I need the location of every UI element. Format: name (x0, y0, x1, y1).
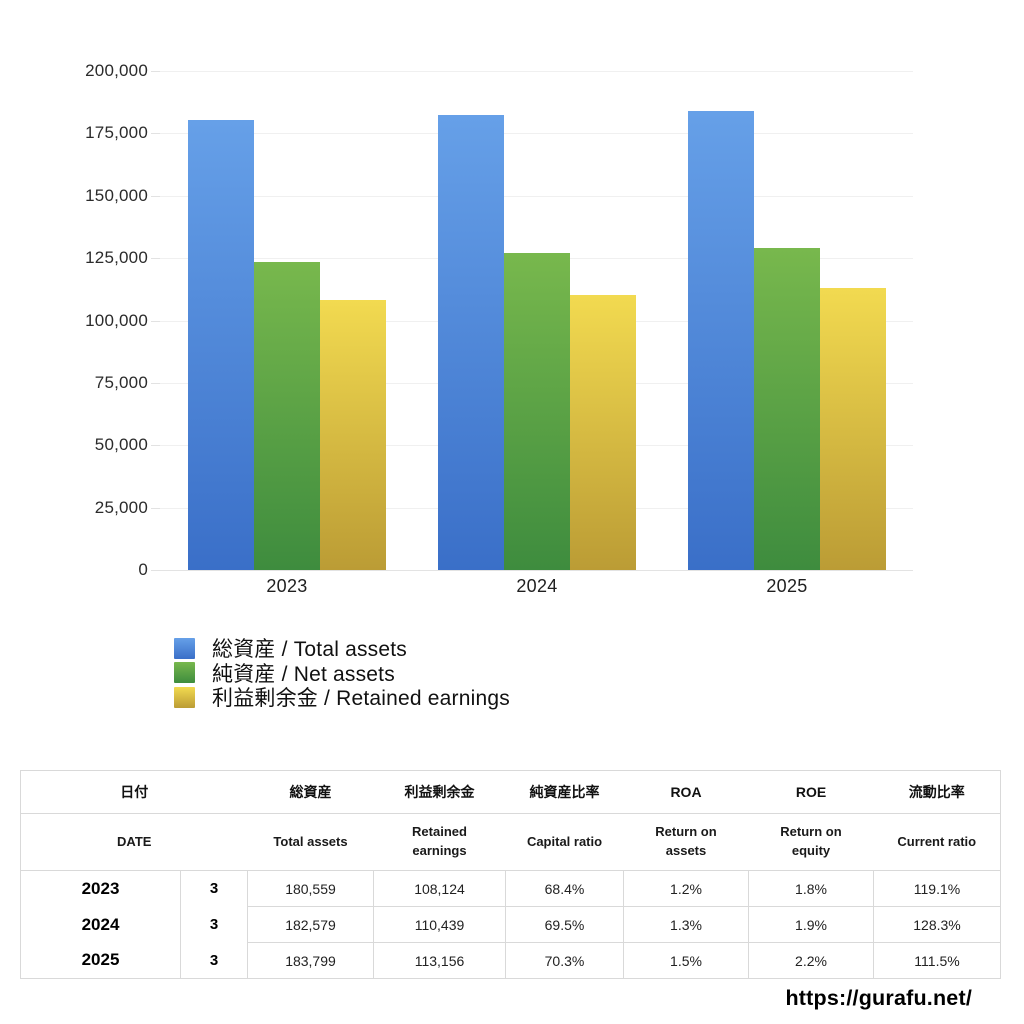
cell-roa: 1.2% (623, 870, 749, 907)
legend-label: 総資産 / Total assets (212, 638, 407, 662)
site-url-watermark: https://gurafu.net/ (785, 986, 972, 1010)
table-header: 日付 総資産 利益剰余金 純資産比率 ROA ROE 流動比率 DATE Total asset… (20, 770, 1001, 871)
financial-table-wrap: 日付 総資産 利益剰余金 純資産比率 ROA ROE 流動比率 DATE Total asset… (20, 770, 1001, 979)
header-en-current-ratio: Current ratio (873, 813, 1001, 871)
cell-month: 3 (180, 906, 248, 943)
gridline-0 (160, 570, 913, 571)
header-jp-date: 日付 (20, 770, 248, 814)
axis-tick (151, 195, 160, 197)
bar-total-assets-2023 (188, 119, 254, 570)
cell-roa: 1.3% (623, 906, 749, 943)
header-en-capital-ratio: Capital ratio (505, 813, 624, 871)
header-en-retained-earnings: Retained earnings (373, 813, 506, 871)
bar-net-assets-2023 (254, 261, 320, 570)
gridline-200000 (160, 71, 913, 72)
legend-item-retained-earnings: 利益剰余金 / Retained earnings (174, 685, 510, 710)
table-header-row: DATE Total assets Retained earnings Capital… (20, 813, 1001, 871)
financial-table: 日付 総資産 利益剰余金 純資産比率 ROA ROE 流動比率 DATE Total asset… (20, 770, 1001, 979)
cell-year: 2024 (81, 914, 120, 934)
axis-tick (151, 320, 160, 322)
axis-tick (151, 258, 160, 260)
x-axis-category-label: 2023 (266, 576, 308, 596)
cell-capital-ratio: 70.3% (505, 942, 624, 979)
bar-retained-earnings-2023 (320, 300, 386, 570)
header-en-date: DATE (20, 813, 248, 871)
cell-month: 3 (180, 942, 248, 979)
y-axis-tick-label: 200,000 (85, 61, 148, 80)
cell-roe: 1.9% (748, 906, 874, 943)
legend-label: 純資産 / Net assets (212, 662, 395, 686)
axis-tick (151, 133, 160, 135)
bar-retained-earnings-2025 (820, 287, 886, 570)
cell-current-ratio: 128.3% (873, 906, 1001, 943)
bar-net-assets-2025 (754, 247, 820, 570)
axis-tick (151, 382, 160, 384)
y-axis-tick-label: 100,000 (85, 310, 148, 330)
bar-retained-earnings-2024 (570, 294, 636, 570)
axis-tick (151, 445, 160, 447)
table-row-2024: 2024 3 182,579 110,439 69.5% 1.3% 1.9% 128.3% (21, 906, 1001, 943)
bar-total-assets-2024 (438, 114, 504, 570)
header-jp-roe: ROE (748, 770, 874, 814)
cell-roe: 1.8% (748, 870, 874, 907)
cell-year: 2023 (81, 878, 120, 898)
table-header-row: 日付 総資産 利益剰余金 純資産比率 ROA ROE 流動比率 (20, 770, 1001, 814)
cell-capital-ratio: 69.5% (505, 906, 624, 943)
y-axis-tick-label: 50,000 (94, 435, 148, 455)
cell-total-assets: 182,579 (247, 906, 374, 943)
axis-tick (151, 507, 160, 509)
cell-total-assets: 180,559 (247, 870, 374, 907)
cell-roa: 1.5% (623, 942, 749, 979)
y-axis-tick-label: 150,000 (85, 185, 148, 205)
header-en-total-assets: Total assets (247, 813, 374, 871)
header-en-roa: Return on assets (623, 813, 749, 871)
header-jp-total-assets: 総資産 (247, 770, 374, 814)
header-jp-retained-earnings: 利益剰余金 (373, 770, 506, 814)
axis-tick (151, 570, 160, 571)
table-row-2025: 2025 3 183,799 113,156 70.3% 1.5% 2.2% 111.5% (21, 942, 1001, 979)
cell-retained-earnings: 113,156 (373, 942, 506, 979)
legend-swatch-net-assets (174, 662, 195, 684)
header-jp-roa: ROA (623, 770, 749, 814)
bar-total-assets-2025 (688, 111, 754, 570)
y-axis-tick-label: 25,000 (94, 497, 148, 517)
legend-item-net-assets: 純資産 / Net assets (174, 661, 510, 686)
y-axis-tick-label: 75,000 (94, 372, 148, 392)
cell-current-ratio: 111.5% (873, 942, 1001, 979)
bar-net-assets-2024 (504, 253, 570, 570)
gridline-175000 (160, 133, 913, 135)
legend-swatch-retained-earnings (174, 686, 195, 708)
legend-label: 利益剰余金 / Retained earnings (212, 687, 510, 711)
cell-retained-earnings: 108,124 (373, 870, 506, 907)
y-axis-tick-label: 125,000 (85, 248, 148, 268)
table-row-2023: 2023 3 180,559 108,124 68.4% 1.2% 1.8% 119.1% (21, 870, 1001, 907)
legend-swatch-total-assets (174, 637, 195, 659)
cell-roe: 2.2% (748, 942, 874, 979)
x-axis-category-label: 2024 (516, 576, 558, 596)
y-axis-tick-label: 175,000 (85, 123, 148, 143)
chart-legend: 総資産 / Total assets 純資産 / Net assets 利益剰余金 … (174, 636, 510, 710)
x-axis-category-label: 2025 (766, 576, 808, 596)
cell-retained-earnings: 110,439 (373, 906, 506, 943)
header-jp-current-ratio: 流動比率 (873, 770, 1001, 814)
cell-month: 3 (180, 870, 248, 907)
axis-tick (151, 71, 160, 72)
header-en-roe: Return on equity (748, 813, 874, 871)
table-body: 2023 3 180,559 108,124 68.4% 1.2% 1.8% 119.1% 20… (21, 870, 1001, 979)
header-jp-capital-ratio: 純資産比率 (505, 770, 624, 814)
gridline-150000 (160, 195, 913, 197)
cell-current-ratio: 119.1% (873, 870, 1001, 907)
cell-capital-ratio: 68.4% (505, 870, 624, 907)
cell-year: 2025 (81, 950, 120, 970)
cell-total-assets: 183,799 (247, 942, 374, 979)
y-axis-tick-label: 0 (138, 560, 148, 579)
legend-item-total-assets: 総資産 / Total assets (174, 636, 510, 661)
